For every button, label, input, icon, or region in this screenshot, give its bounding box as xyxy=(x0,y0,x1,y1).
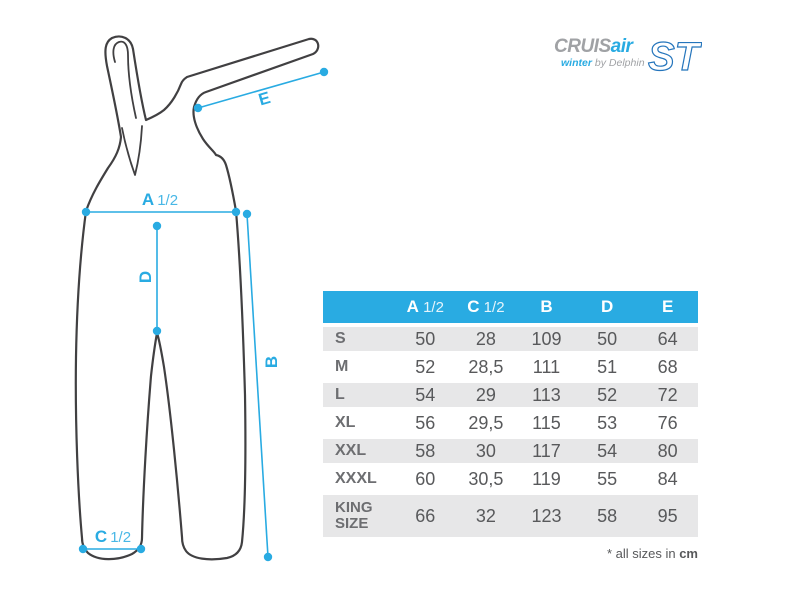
measurement-a: A 1/2 xyxy=(81,190,241,217)
value-cell: 113 xyxy=(532,384,561,405)
footnote-unit: cm xyxy=(679,546,698,561)
size-cell: KING SIZE xyxy=(335,498,373,532)
measurement-c-label: C 1/2 xyxy=(95,527,131,546)
column-header-d: D xyxy=(600,297,614,316)
value-cell: 64 xyxy=(657,328,678,349)
pants-outline xyxy=(74,35,320,561)
measurement-c: C 1/2 xyxy=(78,527,146,554)
bib-pants-diagram: A 1/2 D B C 1/2 E xyxy=(74,35,329,562)
table-row-l: L 54 29 113 52 72 xyxy=(323,383,698,407)
table-row-s: S 50 28 109 50 64 xyxy=(323,327,698,351)
value-cell: 84 xyxy=(657,468,678,489)
value-cell: 28 xyxy=(475,328,496,349)
size-cell: XXXL xyxy=(335,470,377,488)
value-cell: 72 xyxy=(657,384,678,405)
column-header-b: B xyxy=(540,297,553,316)
value-cell: 55 xyxy=(597,468,618,489)
value-cell: 76 xyxy=(657,412,678,433)
strap-end-detail xyxy=(121,125,143,176)
brand-suffix: ST xyxy=(648,35,702,76)
value-cell: 60 xyxy=(415,468,436,489)
value-cell: 29,5 xyxy=(468,412,504,433)
size-table-header: A 1/2 C 1/2 B D E xyxy=(323,291,698,323)
value-cell: 52 xyxy=(415,356,436,377)
value-cell: 29 xyxy=(475,384,496,405)
brand-logo: CRUISair winter by Delphin ST xyxy=(552,30,703,79)
size-cell: XXL xyxy=(335,442,367,460)
table-row-king-size: KING SIZE 66 32 123 58 95 xyxy=(323,495,698,537)
footnote: * all sizes in cm xyxy=(323,546,698,561)
column-header-a: A 1/2 xyxy=(406,297,444,316)
value-cell: 50 xyxy=(597,328,618,349)
table-row-xxl: XXL 58 30 117 54 80 xyxy=(323,439,698,463)
value-cell: 80 xyxy=(657,440,678,461)
value-cell: 66 xyxy=(415,505,436,526)
table-row-xl: XL 56 29,5 115 53 76 xyxy=(323,411,698,435)
value-cell: 123 xyxy=(531,505,562,526)
table-row-xxxl: XXXL 60 30,5 119 55 84 xyxy=(323,467,698,491)
footnote-text: * all sizes in xyxy=(606,546,680,561)
size-table: A 1/2 C 1/2 B D E S 50 28 109 50 64 M 52 28,5 111 51 68… xyxy=(323,291,698,537)
value-cell: 58 xyxy=(597,505,618,526)
column-header-c: C 1/2 xyxy=(467,297,505,316)
size-table-body: S 50 28 109 50 64 M 52 28,5 111 51 68 L 54 29 113 52 72 XL… xyxy=(323,327,698,537)
value-cell: 111 xyxy=(532,356,561,377)
value-cell: 109 xyxy=(531,328,562,349)
value-cell: 30 xyxy=(475,440,496,461)
value-cell: 95 xyxy=(657,505,678,526)
size-cell: XL xyxy=(335,414,356,432)
column-header-e: E xyxy=(662,297,674,316)
size-cell: S xyxy=(335,330,346,348)
table-row-m: M 52 28,5 111 51 68 xyxy=(323,355,698,379)
value-cell: 50 xyxy=(415,328,436,349)
value-cell: 56 xyxy=(415,412,436,433)
value-cell: 32 xyxy=(475,505,496,526)
measurement-b: B xyxy=(242,209,281,562)
measurement-a-label: A 1/2 xyxy=(142,190,178,209)
value-cell: 54 xyxy=(415,384,436,405)
measurement-d-label: D xyxy=(136,271,155,283)
value-cell: 115 xyxy=(532,412,561,433)
value-cell: 117 xyxy=(532,440,561,461)
brand-name: CRUISair xyxy=(554,36,634,57)
size-cell: M xyxy=(335,358,349,376)
size-cell: L xyxy=(335,386,345,404)
measurement-e: E xyxy=(193,67,329,113)
strap-loop-inner-line xyxy=(112,40,137,119)
value-cell: 28,5 xyxy=(468,356,504,377)
brand-subtitle: winter by Delphin xyxy=(561,57,645,69)
value-cell: 58 xyxy=(415,440,436,461)
value-cell: 54 xyxy=(597,440,618,461)
value-cell: 53 xyxy=(597,412,618,433)
measurement-e-label: E xyxy=(256,88,272,109)
value-cell: 52 xyxy=(597,384,618,405)
value-cell: 68 xyxy=(657,356,678,377)
measurement-d: D xyxy=(136,221,162,336)
value-cell: 30,5 xyxy=(468,468,504,489)
value-cell: 51 xyxy=(597,356,618,377)
value-cell: 119 xyxy=(532,468,561,489)
measurement-b-label: B xyxy=(262,356,281,368)
